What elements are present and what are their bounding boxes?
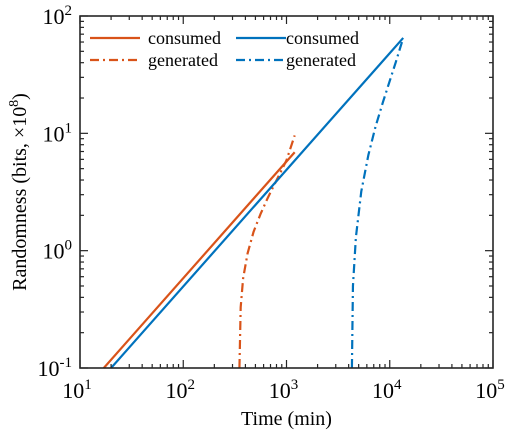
y-tick-label-base: 10 bbox=[43, 121, 65, 146]
x-tick-label: 105 bbox=[475, 377, 505, 403]
x-tick-label: 103 bbox=[269, 377, 299, 403]
x-tick-label-exponent: 3 bbox=[291, 377, 299, 393]
legend-label-generated: generated bbox=[148, 50, 218, 70]
y-axis-label: Randomness (bits, ×108) bbox=[7, 93, 31, 291]
x-axis-label: Time (min) bbox=[241, 408, 332, 430]
x-tick-label: 101 bbox=[62, 377, 92, 403]
x-tick-label-exponent: 2 bbox=[188, 377, 196, 393]
series-line-3-generated bbox=[350, 40, 404, 369]
x-tick-label: 102 bbox=[166, 377, 196, 403]
x-tick-label-base: 10 bbox=[269, 378, 291, 403]
x-tick-label-base: 10 bbox=[372, 378, 394, 403]
y-tick-label-exponent: -1 bbox=[60, 355, 73, 371]
y-tick-label-exponent: 1 bbox=[65, 120, 73, 136]
y-tick-label-base: 10 bbox=[43, 239, 65, 264]
y-tick-label: 10-1 bbox=[38, 355, 73, 381]
legend-label-generated: generated bbox=[286, 50, 356, 70]
legend-label-consumed: consumed bbox=[148, 28, 221, 48]
x-tick-labels: 101 102 103 104 105 bbox=[62, 377, 505, 403]
y-tick-label-exponent: 2 bbox=[65, 3, 73, 19]
plot-frame bbox=[79, 15, 494, 369]
x-tick-label-base: 10 bbox=[166, 378, 188, 403]
series-line-0-consumed bbox=[102, 151, 296, 369]
y-tick-label: 102 bbox=[43, 3, 73, 29]
x-tick-label-exponent: 4 bbox=[394, 377, 402, 393]
series-layer bbox=[102, 37, 405, 369]
x-tick-label-exponent: 5 bbox=[497, 377, 505, 393]
y-axis-label-close: ) bbox=[9, 93, 31, 100]
x-tick-label-base: 10 bbox=[62, 378, 84, 403]
y-tick-label-base: 10 bbox=[38, 356, 60, 381]
y-axis-label-text: Randomness (bits, ×10 bbox=[9, 107, 31, 291]
y-tick-label-exponent: 0 bbox=[65, 238, 73, 254]
plot-background bbox=[80, 16, 493, 368]
series-line-2-consumed bbox=[110, 37, 405, 369]
x-tick-label-base: 10 bbox=[475, 378, 497, 403]
y-axis-label-exponent: 8 bbox=[7, 100, 22, 107]
x-tick-label: 104 bbox=[372, 377, 402, 403]
legend-label-consumed: consumed bbox=[286, 28, 359, 48]
y-tick-label: 100 bbox=[43, 238, 73, 264]
y-tick-label-base: 10 bbox=[43, 4, 65, 29]
x-tick-label-exponent: 1 bbox=[84, 377, 92, 393]
y-tick-label: 101 bbox=[43, 120, 73, 146]
series-line-1-generated bbox=[238, 135, 296, 369]
